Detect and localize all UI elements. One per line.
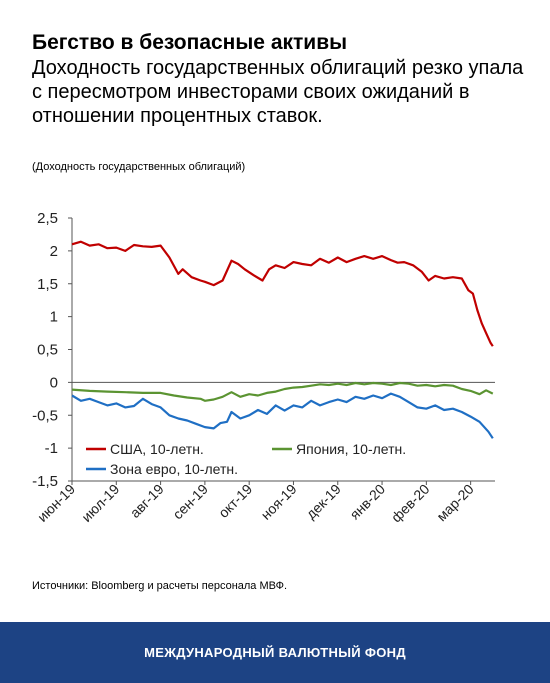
y-tick-label: 1 xyxy=(50,309,58,326)
y-tick-label: 0 xyxy=(50,374,58,391)
footer-label: МЕЖДУНАРОДНЫЙ ВАЛЮТНЫЙ ФОНД xyxy=(144,645,406,660)
x-tick-label: фев-20 xyxy=(388,481,433,526)
x-tick-label: авг-19 xyxy=(127,481,167,521)
chart-series xyxy=(71,240,494,439)
x-tick-label: янв-20 xyxy=(346,481,388,523)
x-tick-label: мар-20 xyxy=(433,481,477,525)
unit-note: (Доходность государственных облигаций) xyxy=(32,161,246,173)
y-tick-label: 2 xyxy=(50,243,58,260)
y-tick-label: -1 xyxy=(45,440,58,457)
x-tick-label: июл-19 xyxy=(78,481,122,525)
y-tick-label: -1,5 xyxy=(32,473,58,490)
chart-legend: США, 10-летн. Япония, 10-летн. Зона евро, … xyxy=(86,441,406,477)
y-tick-label: -0,5 xyxy=(32,407,58,424)
x-tick-label: дек-19 xyxy=(303,481,344,522)
page-subtitle: Доходность государственных облигаций рез… xyxy=(32,57,524,127)
legend-label: США, 10-летн. xyxy=(110,441,204,457)
y-tick-label: 1,5 xyxy=(37,276,58,293)
y-tick-label: 2,5 xyxy=(37,210,58,227)
legend-label: Зона евро, 10-летн. xyxy=(110,461,238,477)
series-line-0 xyxy=(71,240,494,347)
x-tick-label: окт-19 xyxy=(215,481,255,521)
y-tick-label: 0,5 xyxy=(37,342,58,359)
series-line-1 xyxy=(71,381,494,402)
footer-banner: МЕЖДУНАРОДНЫЙ ВАЛЮТНЫЙ ФОНД xyxy=(0,622,550,683)
source-note: Источники: Bloomberg и расчеты персонала… xyxy=(32,580,288,592)
series-line-2 xyxy=(71,392,494,439)
x-tick-label: сен-19 xyxy=(169,481,211,523)
page-title: Бегство в безопасные активы xyxy=(32,31,348,54)
x-tick-label: ноя-19 xyxy=(258,481,300,523)
legend-label: Япония, 10-летн. xyxy=(296,441,406,457)
